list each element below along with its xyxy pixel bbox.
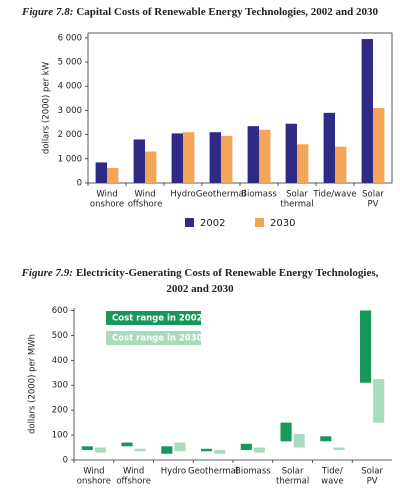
bar — [373, 108, 385, 183]
range-bar — [81, 446, 93, 451]
y-tick-label: 600 — [52, 306, 68, 316]
y-tick-label: 6 000 — [58, 33, 82, 43]
y-tick-label: 1 000 — [58, 154, 82, 164]
y-tick-label: 4 000 — [58, 82, 82, 92]
title-text: 2002 and 2030 — [166, 283, 234, 295]
bar — [285, 123, 297, 183]
range-bar — [94, 447, 107, 453]
bar — [183, 132, 195, 183]
y-tick-label: 2 000 — [58, 130, 82, 140]
x-tick-label: Tide/wave — [312, 190, 356, 200]
x-tick-label: Hydro — [161, 467, 186, 477]
x-tick-label: wave — [321, 477, 343, 487]
chart-title: 2002 and 2030 — [166, 283, 234, 295]
legend-label: 2002 — [200, 218, 225, 229]
bar — [171, 133, 183, 183]
figure-label: Figure 7.9: — [21, 267, 73, 279]
bar — [95, 162, 107, 183]
y-axis-label: dollars (2000) per kW — [42, 61, 52, 154]
chart-title: Figure 7.9: Electricity-Generating Costs … — [21, 267, 379, 279]
x-tick-label: Solar — [361, 467, 383, 477]
range-bar — [253, 447, 266, 453]
bar — [335, 146, 347, 183]
y-tick-label: 0 — [77, 179, 82, 189]
bar — [323, 112, 335, 183]
y-tick-label: 300 — [52, 381, 68, 391]
range-bar — [293, 433, 305, 448]
x-tick-label: Biomass — [235, 467, 271, 477]
range-bar — [240, 443, 252, 451]
title-text: Electricity-Generating Costs of Renewabl… — [76, 267, 379, 279]
y-tick-label: 100 — [52, 431, 68, 441]
bar — [221, 135, 233, 183]
legend-label: 2030 — [270, 218, 295, 229]
bar — [297, 144, 309, 183]
x-tick-label: Geothermal — [196, 190, 246, 200]
range-bar — [121, 442, 133, 447]
y-tick-label: 500 — [52, 331, 68, 341]
chart-title: Figure 7.8: Capital Costs of Renewable En… — [21, 6, 378, 18]
y-tick-label: 5 000 — [58, 58, 82, 68]
bar — [133, 139, 145, 183]
bar — [361, 39, 373, 183]
x-tick-label: offshore — [116, 477, 151, 487]
range-bar — [214, 450, 226, 454]
x-tick-label: Hydro — [170, 190, 195, 200]
y-tick-label: 0 — [63, 456, 68, 466]
bar — [107, 168, 119, 183]
range-bar — [333, 447, 345, 451]
x-tick-label: Wind — [96, 190, 117, 200]
x-tick-label: Wind — [123, 467, 144, 477]
legend-swatch — [185, 218, 194, 227]
figure-label: Figure 7.8: — [21, 6, 73, 18]
bar — [259, 129, 271, 183]
range-bar — [373, 379, 385, 423]
x-tick-label: PV — [368, 200, 379, 210]
x-tick-label: thermal — [280, 200, 313, 210]
y-tick-label: 200 — [52, 406, 68, 416]
range-bar — [174, 442, 186, 452]
range-bar — [359, 310, 372, 383]
range-bar — [280, 422, 292, 442]
y-tick-label: 400 — [52, 356, 68, 366]
x-tick-label: onshore — [77, 477, 111, 487]
range-bar — [134, 448, 146, 452]
range-bar — [320, 436, 332, 442]
x-tick-label: Solar — [286, 190, 308, 200]
range-bar — [200, 448, 213, 452]
legend-swatch — [255, 218, 264, 227]
bar — [145, 151, 157, 183]
x-tick-label: Geothermal — [188, 467, 238, 477]
x-tick-label: Solar — [282, 467, 304, 477]
legend-label: Cost range in 2030 — [112, 334, 203, 344]
x-tick-label: Wind — [134, 190, 155, 200]
legend-label: Cost range in 2002 — [112, 314, 203, 324]
x-tick-label: onshore — [90, 200, 124, 210]
x-tick-label: thermal — [276, 477, 309, 487]
title-text: Capital Costs of Renewable Energy Techno… — [76, 6, 378, 18]
range-bar — [161, 446, 173, 454]
x-tick-label: offshore — [128, 200, 163, 210]
bar — [209, 132, 221, 183]
y-axis-label: dollars (2000) per MWh — [28, 334, 38, 434]
x-tick-label: Solar — [362, 190, 384, 200]
x-tick-label: Biomass — [241, 190, 277, 200]
x-tick-label: Wind — [83, 467, 104, 477]
legend-box — [106, 311, 201, 325]
bar — [247, 126, 259, 183]
y-tick-label: 3 000 — [58, 106, 82, 116]
x-tick-label: Tide/ — [321, 467, 343, 477]
x-tick-label: PV — [367, 477, 378, 487]
legend-box — [106, 331, 201, 345]
